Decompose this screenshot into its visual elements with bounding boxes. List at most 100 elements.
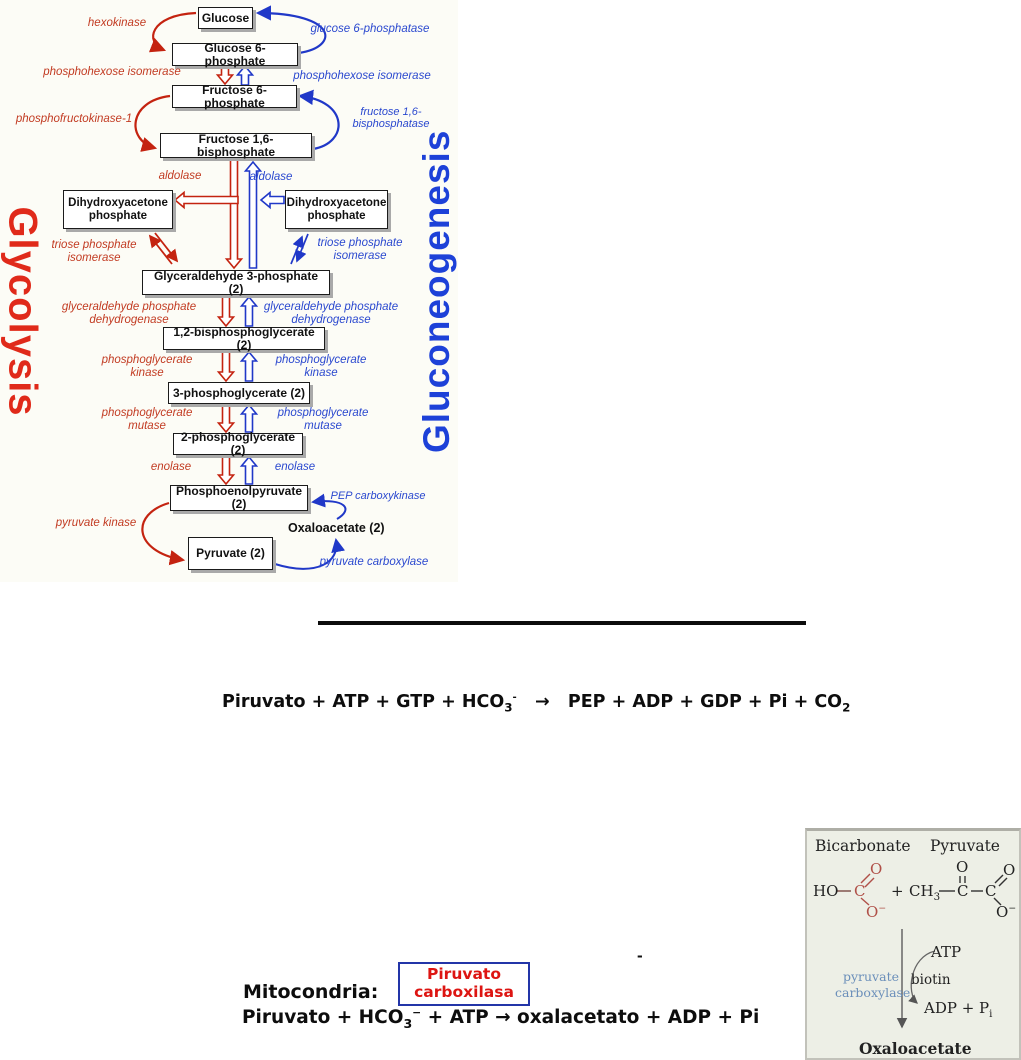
equation-lhs: Piruvato + ATP + GTP + HCO [222, 692, 505, 712]
tpi-blue-arrow-up-icon [290, 235, 304, 265]
section-divider [318, 621, 806, 625]
glycolysis-gluconeogenesis-diagram: Glycolysis Gluconeogenesis Glucose Gluco… [0, 0, 458, 582]
enzyme-label-pep-carboxykinase: PEP carboxykinase [330, 490, 426, 502]
mitochondria-label: Mitocondria: [243, 981, 379, 1003]
enzyme-label-aldolase-blue: aldolase [249, 171, 293, 183]
atom-ho: HO [813, 882, 839, 900]
panel-enzyme-line2: carboxylase [835, 984, 911, 1000]
blue-up-arrow-icon [235, 64, 255, 86]
equation-rhs: → PEP + ADP + GDP + Pi + CO [516, 692, 843, 712]
enzyme-label-phosphoglycerate-kinase-blue: phosphoglycerate kinase [275, 354, 367, 379]
mito-equation-sup-minus: − [412, 1006, 422, 1019]
enzyme-label-gapdh-red: glyceraldehyde phosphate dehydrogenase [61, 301, 197, 326]
bond-c2-o-double-2 [998, 877, 1008, 887]
atom-o-top-bicarbonate: O [870, 860, 883, 878]
adp-pi-label: ADP + Pi [924, 999, 992, 1020]
node-12-bisphosphoglycerate: 1,2-bisphosphoglycerate (2) [163, 325, 325, 351]
atom-ch-text: CH [909, 882, 934, 900]
pep-carboxykinase-arrow-icon [311, 493, 347, 520]
mito-equation-rhs: + ATP → oxalacetato + ADP + Pi [421, 1007, 760, 1029]
glycolysis-title: Glycolysis [0, 206, 45, 417]
pyruvate-label: Pyruvate [930, 837, 1000, 855]
red-down-arrow-icon [216, 404, 236, 434]
bond-c-o-double-2 [864, 877, 875, 888]
enzyme-label-phosphohexose-isomerase-red: phosphohexose isomerase [43, 66, 181, 78]
enzyme-label-phosphohexose-isomerase-blue: phosphohexose isomerase [293, 70, 431, 82]
enzyme-box-line1: Piruvato [427, 965, 501, 984]
enzyme-box-line2: carboxilasa [414, 983, 514, 1001]
node-2-phosphoglycerate: 2-phosphoglycerate (2) [173, 431, 303, 456]
atom-o-bottom2-charge: − [1008, 903, 1017, 914]
node-glucose: Glucose [198, 7, 253, 29]
blue-up-arrow-icon [239, 295, 259, 327]
red-down-arrow-icon [216, 295, 236, 328]
enzyme-label-pyruvate-kinase: pyruvate kinase [55, 517, 137, 529]
dhap-blue-branch-arrow-icon [259, 190, 285, 210]
pyruvate-carboxylase-reaction-panel: Bicarbonate Pyruvate HO C O O− + CH3 C O… [805, 828, 1021, 1060]
equation-sub-3: 3 [504, 700, 513, 715]
tpi-blue-arrow-down-icon [295, 233, 309, 263]
node-3-phosphoglycerate: 3-phosphoglycerate (2) [168, 382, 310, 404]
atom-ch-sub: 3 [933, 892, 941, 903]
node-oxaloacetate: Oxaloacetate (2) [288, 521, 385, 535]
bond-c2-o-double-1 [994, 874, 1004, 884]
atom-o-bottom-charge: − [878, 903, 887, 914]
plus-sign: + [891, 882, 904, 900]
gluconeogenesis-title: Gluconeogenesis [416, 129, 457, 453]
enzyme-label-phosphoglycerate-mutase-blue: phosphoglycerate mutase [277, 407, 369, 432]
atp-label: ATP [931, 943, 962, 961]
node-phosphoenolpyruvate: Phosphoenolpyruvate (2) [170, 485, 308, 511]
enzyme-label-enolase-red: enolase [150, 461, 192, 473]
aldolase-red-long-arrow-icon [224, 159, 244, 270]
atom-o-bottom2-text: O [996, 903, 1009, 921]
enzyme-label-phosphoglycerate-mutase-red: phosphoglycerate mutase [101, 407, 193, 432]
structure-bonds-layer [836, 873, 1008, 1029]
atom-ch3: CH3 [909, 882, 940, 903]
pyruvate-carboxylase-box: Piruvato carboxilasa [398, 962, 530, 1006]
oxaloacetate-product-label: Oxaloacetate [859, 1039, 972, 1058]
adp-text: ADP + P [924, 999, 990, 1017]
enzyme-label-glucose-6-phosphatase: glucose 6-phosphatase [310, 23, 430, 35]
atp-adp-curve-arrow-icon [908, 950, 936, 1004]
blue-up-arrow-icon [239, 455, 259, 485]
atom-c2-pyruvate: C [985, 882, 997, 900]
tpi-red-arrow-down-icon [154, 232, 179, 263]
pep-net-equation: Piruvato + ATP + GTP + HCO3- → PEP + ADP… [222, 692, 850, 715]
pathway-arrows-layer [134, 5, 347, 570]
atom-o-top2-pyruvate: O [1003, 861, 1016, 879]
dhap-red-branch-arrow-icon [173, 190, 239, 210]
bond-c-o-single [860, 897, 870, 906]
enzyme-label-pyruvate-carboxylase: pyruvate carboxylase [319, 556, 429, 568]
enzyme-label-triose-phosphate-isomerase-red: triose phosphate isomerase [51, 239, 137, 264]
bond-c-o-double-1 [860, 873, 871, 884]
atom-o-minus-bicarbonate: O− [866, 903, 886, 921]
enzyme-label-phosphofructokinase-1: phosphofructokinase-1 [15, 113, 133, 125]
pyruvate-carboxylase-arrow-icon [274, 538, 346, 570]
hexokinase-arrow-icon [148, 11, 197, 53]
equation-sup-minus: - [512, 692, 517, 704]
red-down-arrow-icon [216, 456, 236, 486]
enzyme-label-gapdh-blue: glyceraldehyde phosphate dehydrogenase [263, 301, 399, 326]
atom-o-bottom-text: O [866, 903, 879, 921]
node-glyceraldehyde-3-phosphate: Glyceraldehyde 3-phosphate (2) [142, 269, 330, 295]
enzyme-label-triose-phosphate-isomerase-blue: triose phosphate isomerase [317, 237, 403, 262]
adp-sub-i: i [989, 1009, 993, 1020]
atom-c1-pyruvate: C [957, 882, 969, 900]
fructose-bisphosphatase-arrow-icon [297, 89, 340, 151]
node-dhap-right: Dihydroxyacetone phosphate [285, 190, 388, 229]
phosphofructokinase-arrow-icon [134, 94, 171, 152]
node-dhap-left: Dihydroxyacetone phosphate [63, 190, 173, 229]
equation-sub-2: 2 [842, 700, 851, 715]
mitochondria-equation: Piruvato + HCO3− + ATP → oxalacetato + A… [242, 1006, 759, 1031]
bond-c2-o-single [993, 897, 1002, 906]
blue-up-arrow-icon [239, 403, 259, 433]
panel-enzyme-line1: pyruvate [842, 969, 899, 984]
node-fructose-16-bisphosphate: Fructose 1,6-bisphosphate [160, 132, 312, 158]
bicarbonate-label: Bicarbonate [815, 837, 911, 855]
node-glucose-6-phosphate: Glucose 6-phosphate [172, 41, 298, 67]
enzyme-label-aldolase-red: aldolase [158, 170, 202, 182]
red-down-arrow-icon [215, 64, 235, 86]
aldolase-blue-long-arrow-icon [243, 160, 263, 269]
superscript-dash-artifact: - [637, 946, 643, 965]
